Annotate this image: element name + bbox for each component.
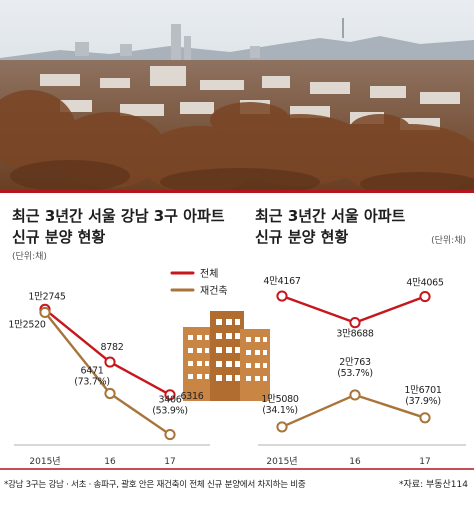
x-tick-label: 2015년 <box>29 456 60 467</box>
data-point <box>419 412 431 424</box>
left-line-chart: 2015년 16 17 1만2745 8782 6316 1만2520 6471 (73.7%)… <box>8 291 210 467</box>
left-chart-unit: (단위:채) <box>12 251 47 262</box>
apartment-buildings-icon <box>183 311 270 401</box>
right-line-chart: 2015년 16 17 4만4167 3만8688 4만4065 1만5080 (34.1%)… <box>258 276 466 467</box>
x-tick-label: 17 <box>164 457 175 467</box>
x-tick-label: 17 <box>419 457 430 467</box>
data-point <box>164 428 176 441</box>
left-chart-title-line-1: 최근 3년간 서울 강남 3구 아파트 <box>12 207 225 225</box>
data-label: 8782 <box>101 342 124 353</box>
data-label: 1만2745 <box>28 291 65 302</box>
right-chart-unit: (단위:채) <box>431 235 466 246</box>
x-tick-label: 16 <box>349 457 361 467</box>
data-label: 2만763 (53.7%) <box>337 357 373 379</box>
data-point <box>349 317 361 329</box>
data-label: 4만4065 <box>406 278 443 289</box>
header-rule <box>0 190 474 193</box>
data-point <box>276 290 288 302</box>
right-chart-title-line-2: 신규 분양 현황 <box>255 228 348 246</box>
data-label: 4만4167 <box>263 276 300 287</box>
data-label: 1만2520 <box>8 319 45 330</box>
right-chart-title-line-1: 최근 3년간 서울 아파트 <box>255 207 406 225</box>
data-label: 3406 (53.9%) <box>152 395 188 417</box>
x-tick-label: 16 <box>104 457 116 467</box>
data-label: 1만6701 (37.9%) <box>404 385 441 407</box>
data-point <box>276 421 288 433</box>
data-point <box>104 356 116 368</box>
data-label: 6316 <box>181 391 204 402</box>
chart-figure: 최근 3년간 서울 강남 3구 아파트 신규 분양 현황 (단위:채) 최근 3… <box>0 207 474 490</box>
data-point <box>349 389 361 401</box>
footnote: *강남 3구는 강남 · 서초 · 송파구, 괄호 안은 재건축이 전체 신규 … <box>4 478 306 490</box>
data-label: 6471 (73.7%) <box>74 365 110 387</box>
data-point <box>164 389 176 401</box>
legend-label-total: 전체 <box>200 268 218 280</box>
data-label: 1만5080 (34.1%) <box>261 394 298 416</box>
left-chart-title-line-2: 신규 분양 현황 <box>12 228 105 246</box>
legend: 전체 재건축 <box>170 268 228 297</box>
legend-label-rebuild: 재건축 <box>200 285 228 297</box>
data-point <box>104 387 116 400</box>
source: *자료: 부동산114 <box>399 479 468 490</box>
data-point <box>39 306 51 319</box>
apartment-aerial-photo <box>0 0 474 190</box>
data-point <box>419 290 431 303</box>
series-line-rebuild <box>44 311 171 436</box>
x-tick-label: 2015년 <box>266 456 297 467</box>
data-label: 3만8688 <box>336 329 373 340</box>
